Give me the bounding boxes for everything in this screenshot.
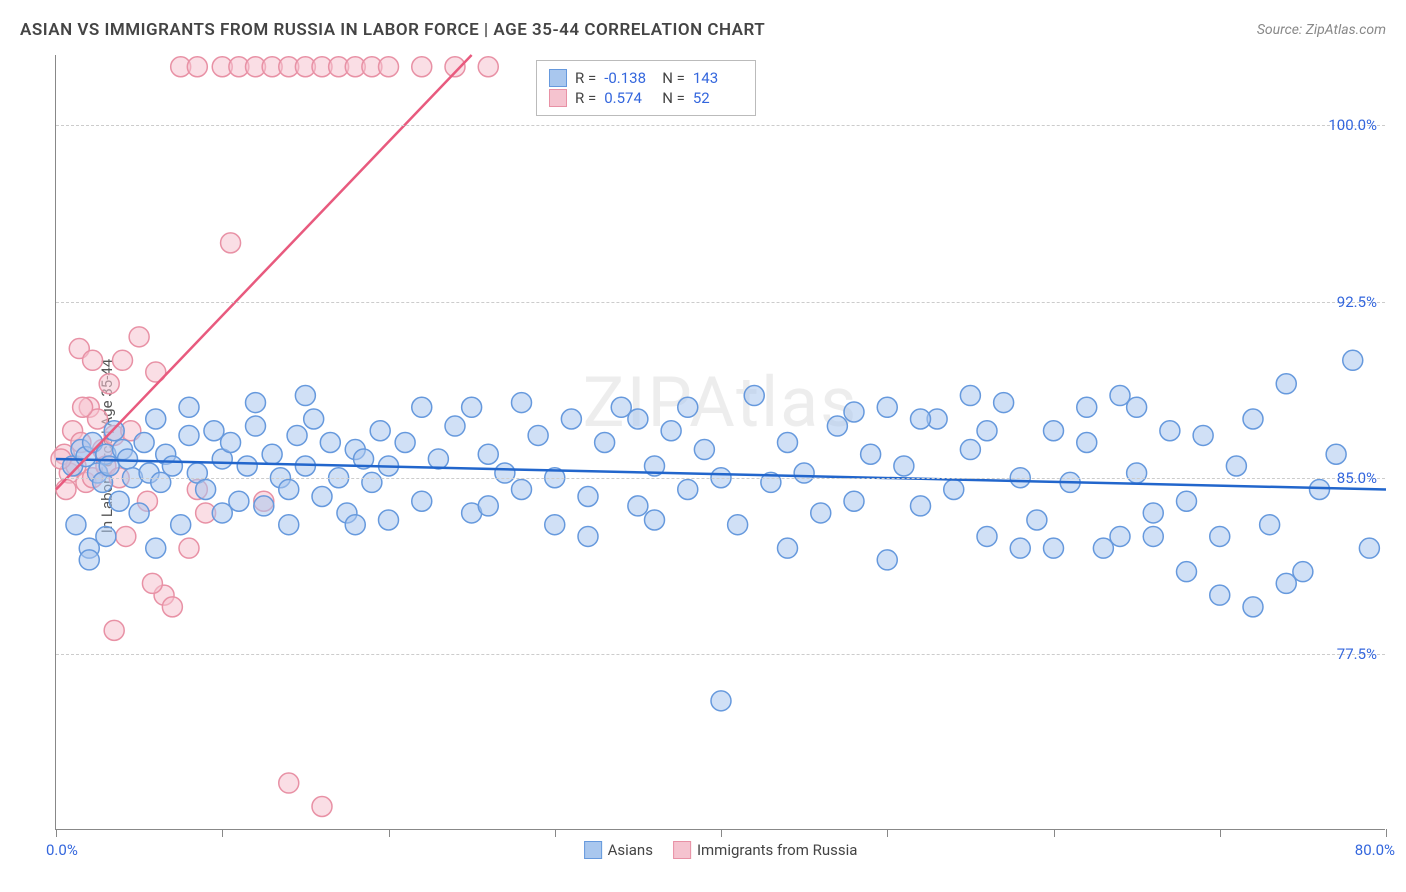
- correlation-chart: ASIAN VS IMMIGRANTS FROM RUSSIA IN LABOR…: [0, 0, 1406, 892]
- legend-item-russia: Immigrants from Russia: [673, 841, 857, 859]
- stats-row-russia: R = 0.574 N = 52: [549, 89, 743, 107]
- russia-r-value: 0.574: [604, 89, 654, 107]
- x-tick: [1220, 829, 1221, 837]
- asians-legend-label: Asians: [608, 841, 653, 859]
- scatter-svg: [56, 55, 1385, 829]
- x-axis-min-label: 0.0%: [46, 841, 78, 859]
- x-tick: [1386, 829, 1387, 837]
- x-tick: [56, 829, 57, 837]
- stats-legend-box: R = -0.138 N = 143 R = 0.574 N = 52: [536, 60, 756, 116]
- grid-line: [56, 302, 1385, 303]
- russia-legend-label: Immigrants from Russia: [697, 841, 857, 859]
- y-tick-label: 100.0%: [1328, 116, 1377, 134]
- grid-line: [56, 125, 1385, 126]
- chart-source: Source: ZipAtlas.com: [1257, 22, 1386, 38]
- russia-legend-swatch: [673, 841, 691, 859]
- chart-title: ASIAN VS IMMIGRANTS FROM RUSSIA IN LABOR…: [20, 20, 765, 40]
- asians-swatch: [549, 69, 567, 87]
- y-tick-label: 85.0%: [1337, 469, 1377, 487]
- x-tick: [222, 829, 223, 837]
- x-tick: [1054, 829, 1055, 837]
- x-axis-max-label: 80.0%: [1355, 841, 1395, 859]
- asians-n-value: 143: [693, 69, 743, 87]
- grid-line: [56, 654, 1385, 655]
- stats-row-asians: R = -0.138 N = 143: [549, 69, 743, 87]
- y-tick-label: 92.5%: [1337, 293, 1377, 311]
- y-tick-label: 77.5%: [1337, 645, 1377, 663]
- x-tick: [721, 829, 722, 837]
- plot-area: ZIPAtlas R = -0.138 N = 143 R = 0.574 N …: [55, 55, 1385, 830]
- x-tick: [389, 829, 390, 837]
- asians-r-value: -0.138: [604, 69, 654, 87]
- grid-line: [56, 478, 1385, 479]
- asians-legend-swatch: [584, 841, 602, 859]
- x-tick: [555, 829, 556, 837]
- russia-n-value: 52: [693, 89, 743, 107]
- x-tick: [887, 829, 888, 837]
- legend-item-asians: Asians: [584, 841, 653, 859]
- bottom-legend: Asians Immigrants from Russia: [584, 841, 858, 859]
- russia-swatch: [549, 89, 567, 107]
